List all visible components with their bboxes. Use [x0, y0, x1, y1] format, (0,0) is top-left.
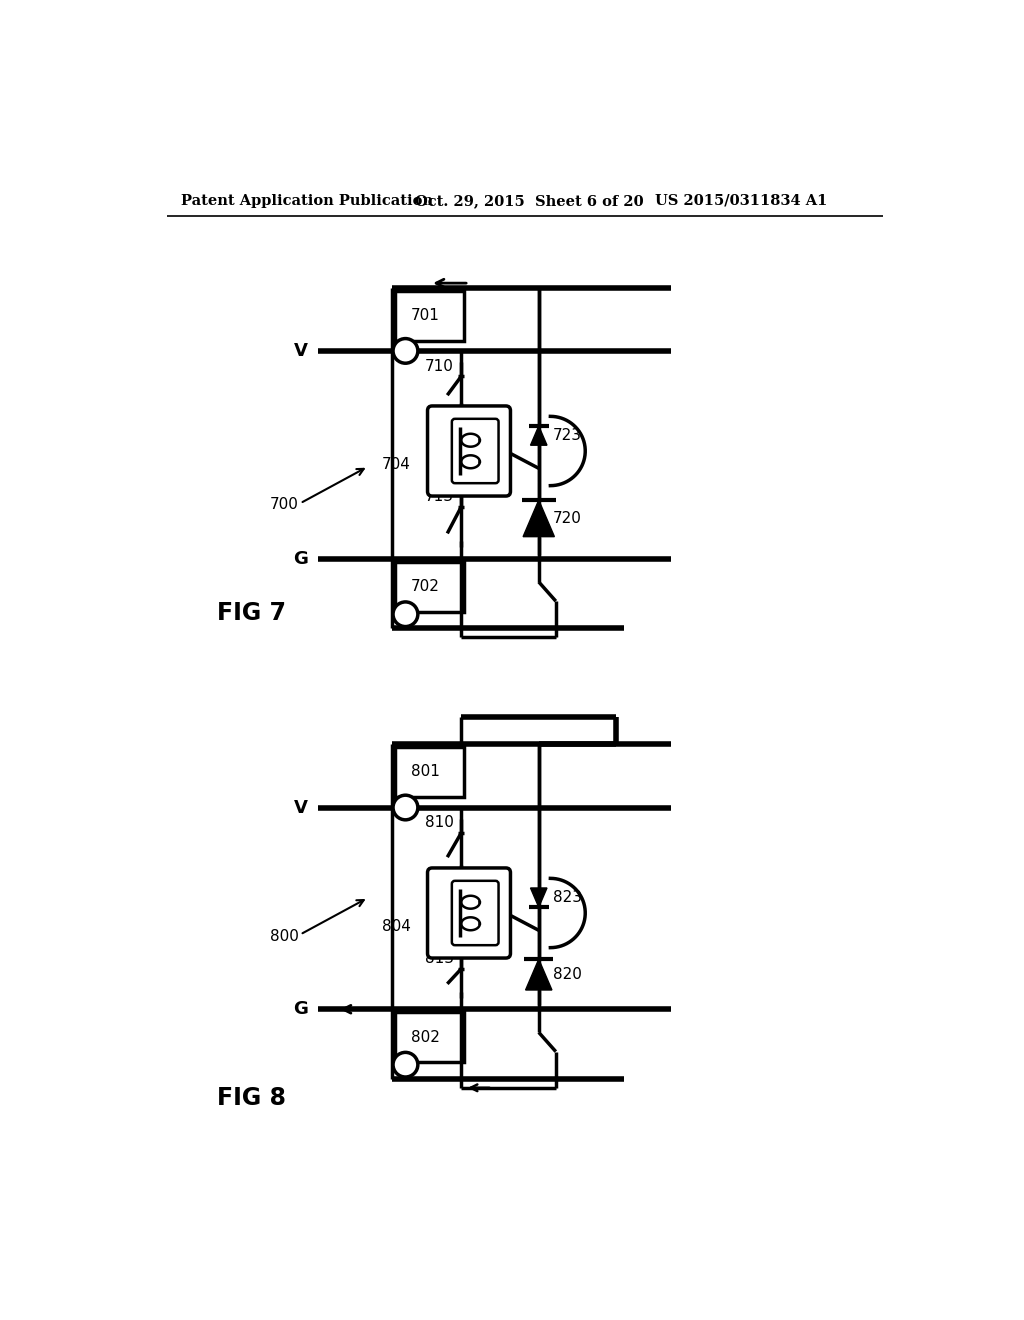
Bar — [394, 747, 464, 797]
Text: 713: 713 — [425, 490, 454, 504]
Text: US 2015/0311834 A1: US 2015/0311834 A1 — [655, 194, 827, 207]
Text: FIG 7: FIG 7 — [217, 601, 286, 624]
Text: V: V — [294, 799, 308, 817]
Bar — [394, 562, 464, 612]
Text: 802: 802 — [412, 1030, 440, 1045]
Text: 701: 701 — [412, 309, 440, 323]
Text: Oct. 29, 2015  Sheet 6 of 20: Oct. 29, 2015 Sheet 6 of 20 — [415, 194, 643, 207]
Text: 720: 720 — [553, 511, 582, 525]
FancyBboxPatch shape — [428, 869, 510, 958]
Text: 704: 704 — [382, 457, 411, 473]
Text: 810: 810 — [425, 816, 454, 830]
Text: 710: 710 — [425, 359, 454, 374]
Text: 813: 813 — [425, 952, 454, 966]
FancyBboxPatch shape — [452, 418, 499, 483]
Text: G: G — [293, 550, 308, 568]
Text: G: G — [293, 1001, 308, 1018]
Circle shape — [393, 1052, 418, 1077]
FancyBboxPatch shape — [428, 407, 510, 496]
Circle shape — [393, 602, 418, 627]
Text: 800: 800 — [269, 928, 299, 944]
Circle shape — [393, 795, 418, 820]
Text: Patent Application Publication: Patent Application Publication — [180, 194, 433, 207]
Polygon shape — [525, 960, 552, 990]
Polygon shape — [530, 888, 547, 907]
Polygon shape — [523, 500, 554, 537]
Text: 702: 702 — [412, 579, 440, 594]
Polygon shape — [530, 426, 547, 445]
Text: V: V — [294, 342, 308, 360]
Text: 804: 804 — [382, 919, 411, 935]
Text: 823: 823 — [553, 890, 582, 906]
Bar — [394, 290, 464, 341]
Text: 700: 700 — [269, 498, 299, 512]
Circle shape — [393, 338, 418, 363]
Text: FIG 8: FIG 8 — [217, 1086, 286, 1110]
Text: 723: 723 — [553, 428, 582, 444]
Text: 801: 801 — [412, 764, 440, 779]
FancyBboxPatch shape — [452, 880, 499, 945]
Text: 820: 820 — [553, 968, 582, 982]
Bar — [394, 1012, 464, 1063]
